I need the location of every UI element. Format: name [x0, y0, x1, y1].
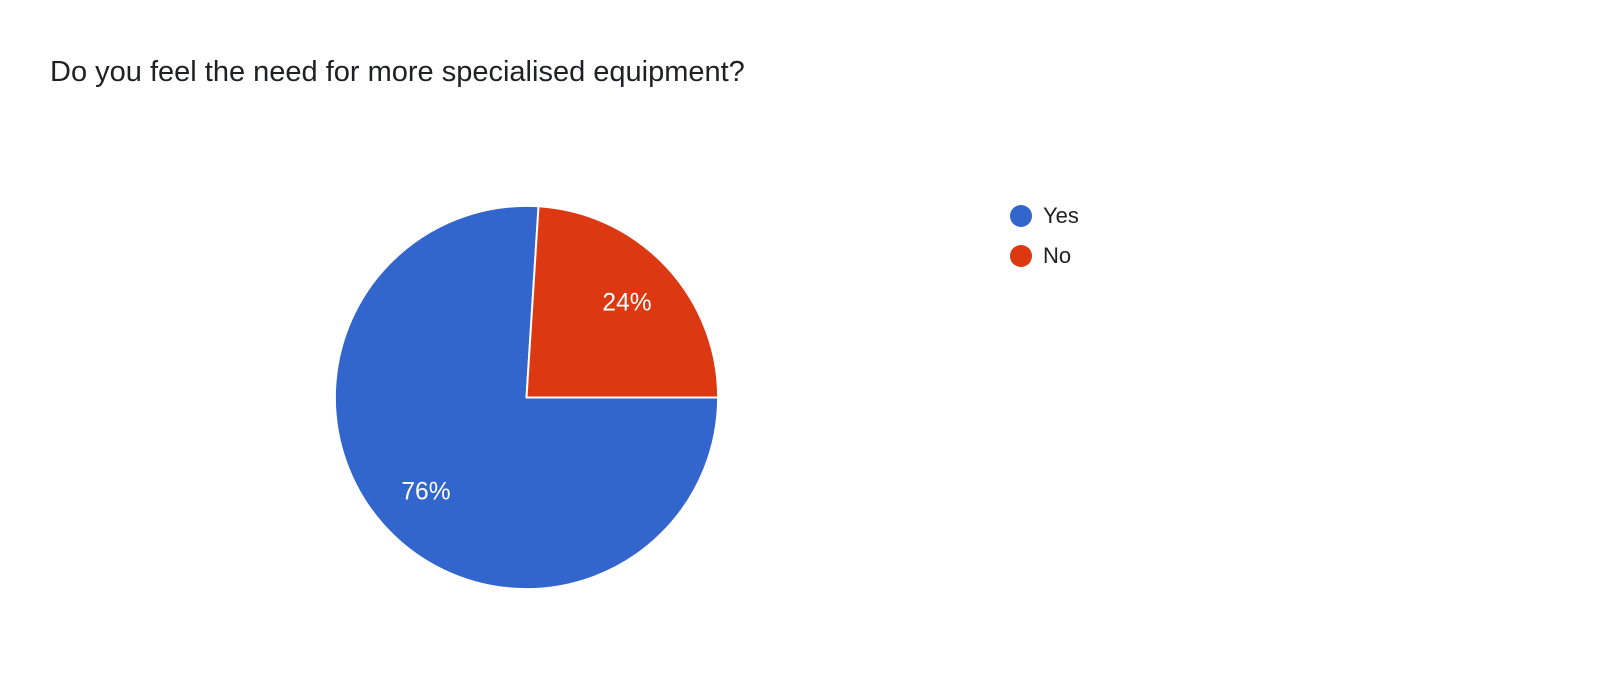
pie-chart: 76% 24% [330, 201, 723, 594]
chart-legend: Yes No [1010, 203, 1079, 269]
legend-swatch-no [1010, 245, 1032, 267]
legend-item-yes: Yes [1010, 203, 1079, 229]
pie-slice-no [525, 205, 720, 399]
pie-slice-label-yes: 76% [401, 478, 450, 505]
pie-slice-yes [333, 204, 720, 591]
legend-label-yes: Yes [1043, 203, 1079, 228]
legend-swatch-yes [1010, 205, 1032, 227]
legend-label-no: No [1043, 243, 1072, 268]
pie-slice-label-no: 24% [602, 290, 651, 317]
legend-item-no: No [1010, 243, 1079, 269]
chart-title: Do you feel the need for more specialise… [50, 56, 745, 88]
pie-chart-svg: 76% 24% [333, 204, 720, 591]
